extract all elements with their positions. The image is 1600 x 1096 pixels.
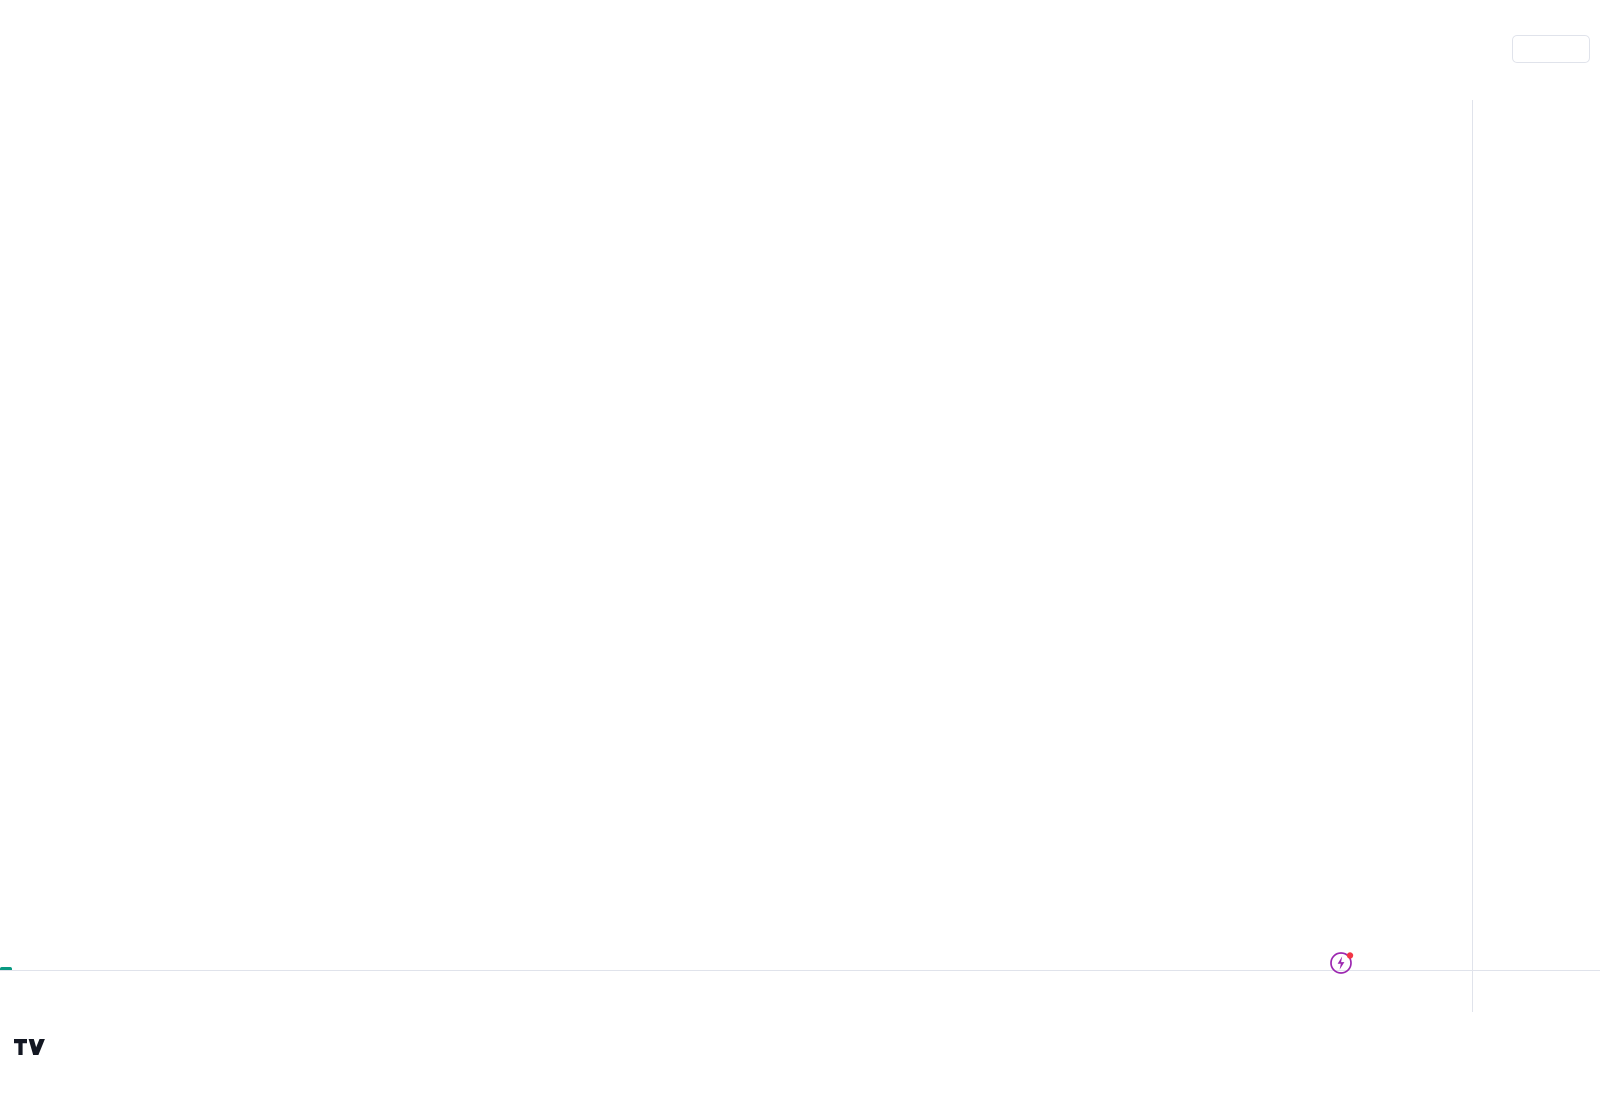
legend-symbol-row[interactable]	[14, 38, 93, 57]
tradingview-logo	[14, 1036, 59, 1058]
legend-srchannel-row[interactable]	[14, 57, 93, 76]
time-scale[interactable]	[0, 970, 1472, 1013]
tradingview-logo-icon	[14, 1039, 45, 1055]
currency-button[interactable]	[1512, 35, 1590, 63]
chart-legend	[14, 38, 93, 95]
legend-scalper-row[interactable]	[14, 76, 93, 95]
lightning-bolt-icon[interactable]	[1329, 949, 1355, 975]
footer-bar	[0, 1012, 1600, 1096]
symbol-flag-label	[0, 967, 12, 970]
price-chart-svg	[0, 100, 1472, 970]
axis-corner	[1472, 970, 1600, 1013]
chart-plot-area[interactable]	[0, 100, 1472, 970]
price-scale[interactable]	[1472, 100, 1600, 970]
